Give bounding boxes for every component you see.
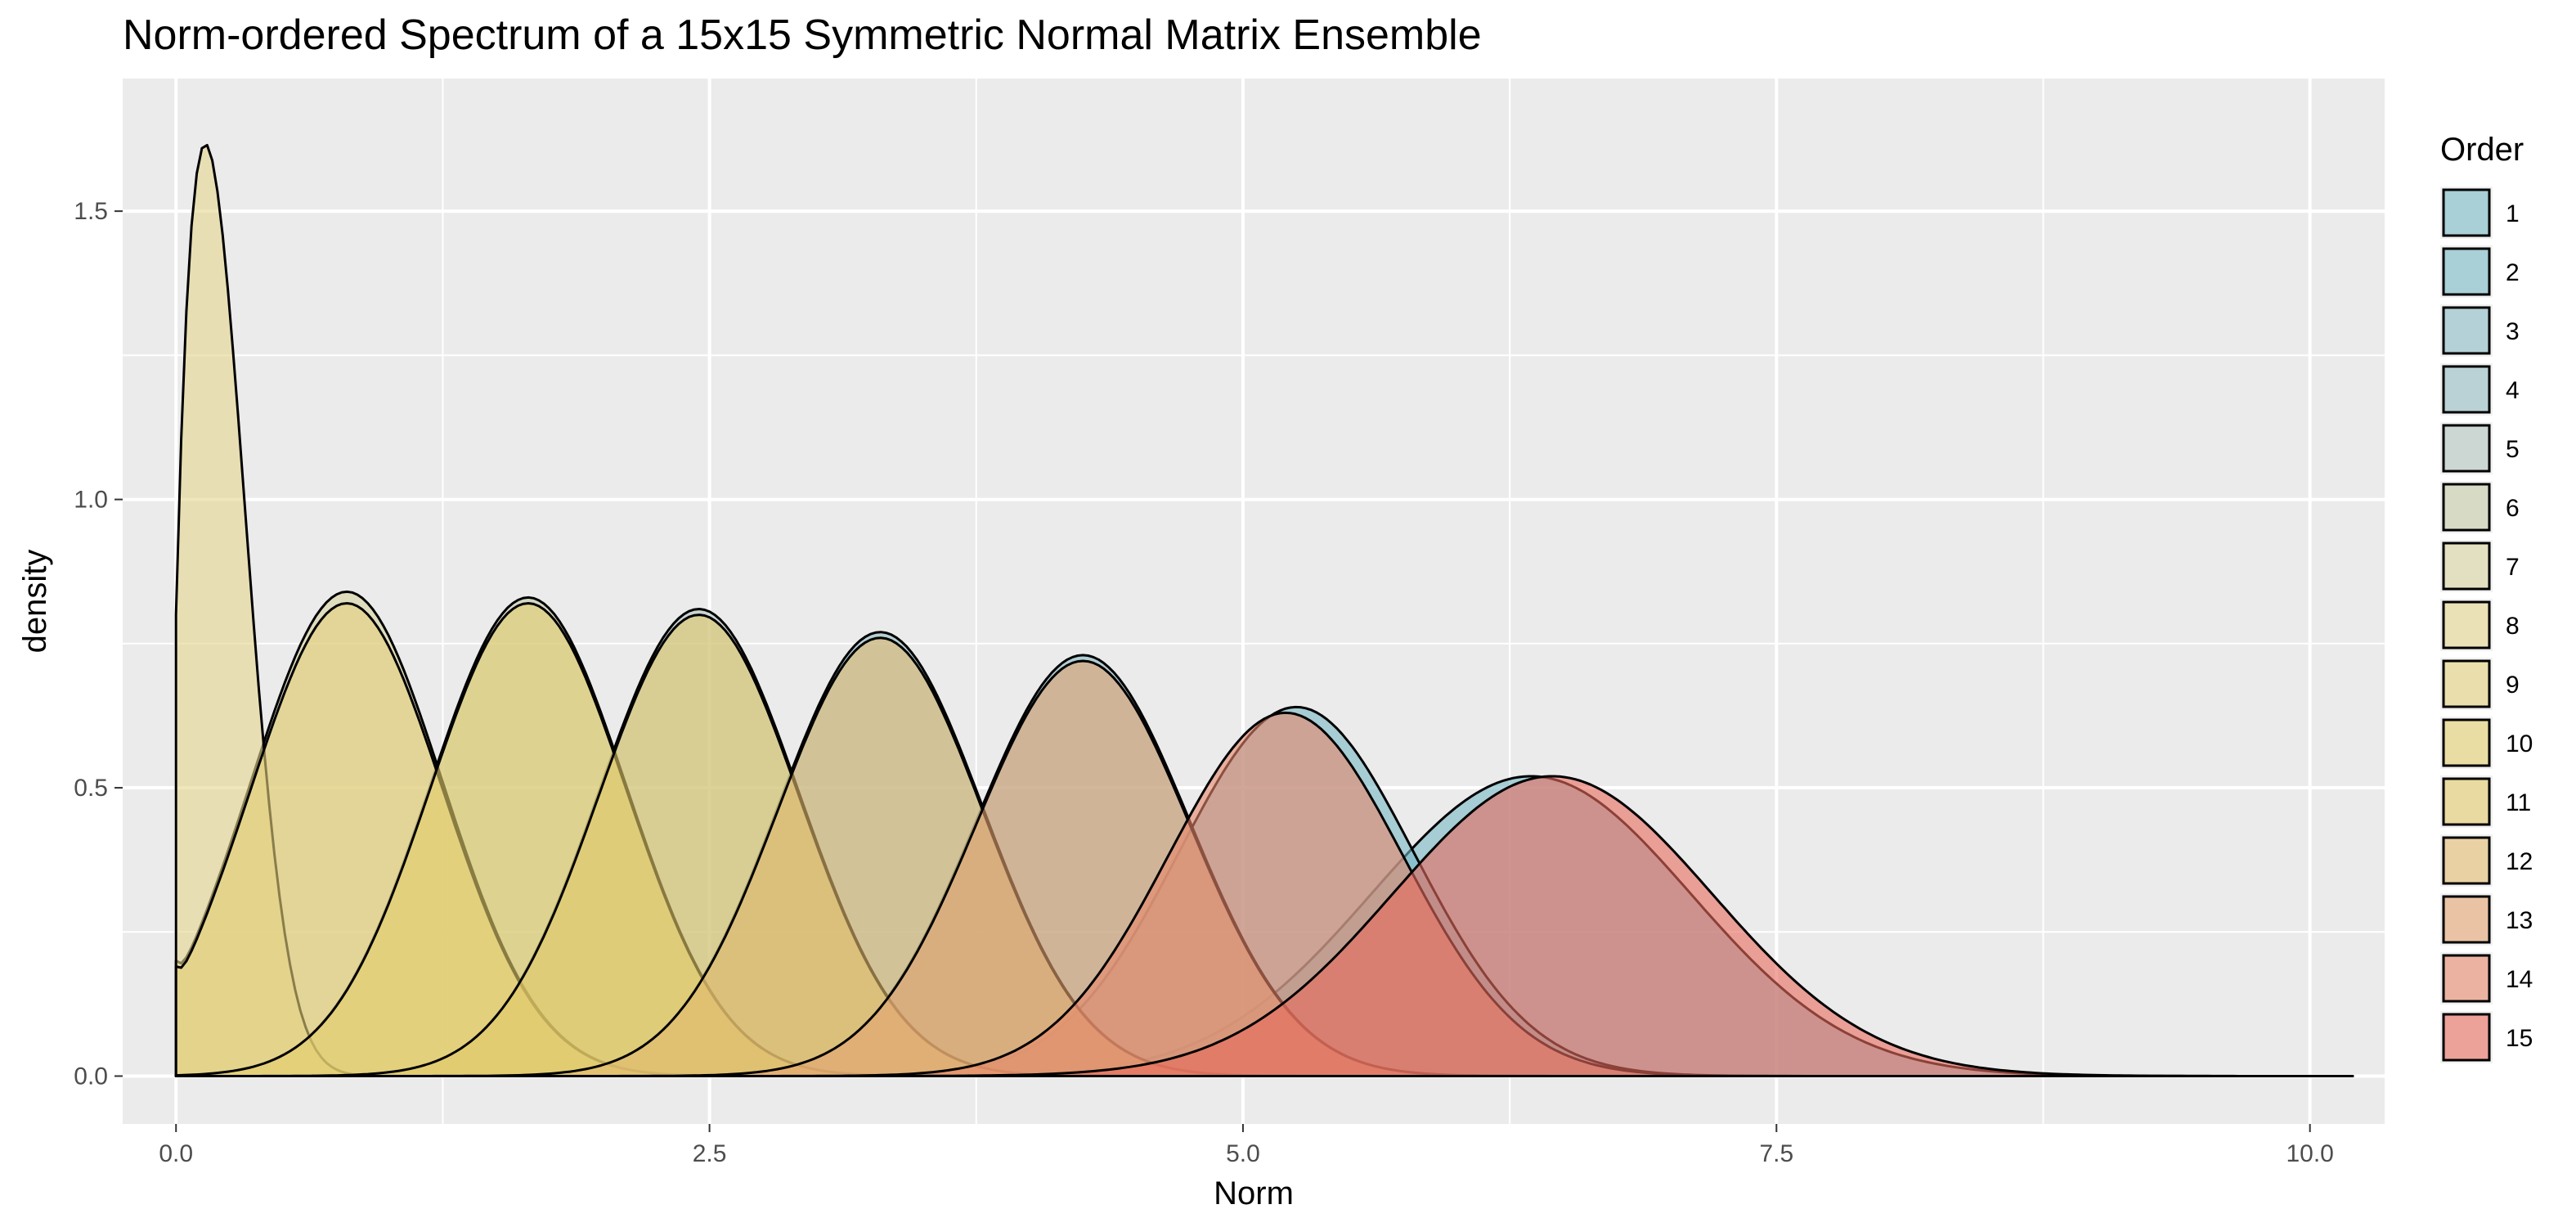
density-area-order-15 <box>174 775 2354 1077</box>
legend-swatch <box>2442 365 2491 414</box>
legend-item: 15 <box>2440 1011 2533 1063</box>
legend-swatch <box>2442 895 2491 944</box>
legend-label: 12 <box>2506 848 2533 875</box>
legend-label: 1 <box>2506 200 2520 227</box>
legend-label: 7 <box>2506 554 2520 581</box>
y-tick-label: 0.5 <box>74 775 108 802</box>
legend-label: 2 <box>2506 259 2520 286</box>
legend-item: 14 <box>2440 952 2533 1005</box>
legend-title: Order <box>2440 132 2524 168</box>
legend-item: 7 <box>2440 540 2520 592</box>
x-tick-label: 5.0 <box>1226 1140 1260 1167</box>
legend-item: 4 <box>2440 363 2520 416</box>
x-tick-label: 0.0 <box>159 1140 193 1167</box>
legend-swatch <box>2442 483 2491 532</box>
y-axis-title: density <box>17 550 53 654</box>
legend-swatch <box>2442 542 2491 591</box>
legend-item: 6 <box>2440 481 2520 533</box>
density-areas <box>174 143 2354 1077</box>
legend-item: 2 <box>2440 245 2520 298</box>
legend-label: 8 <box>2506 613 2520 640</box>
legend-label: 3 <box>2506 318 2520 345</box>
legend-swatch <box>2442 1013 2491 1062</box>
legend-label: 15 <box>2506 1025 2533 1052</box>
legend-swatch <box>2442 306 2491 355</box>
legend-item: 8 <box>2440 599 2520 651</box>
x-tick-label: 7.5 <box>1759 1140 1793 1167</box>
legend-label: 13 <box>2506 907 2533 934</box>
y-axis: 0.0 0.5 1.0 1.5 <box>74 198 123 1090</box>
chart-title: Norm-ordered Spectrum of a 15x15 Symmetr… <box>123 11 1482 59</box>
x-axis-title: Norm <box>1214 1175 1294 1211</box>
legend-label: 10 <box>2506 730 2533 757</box>
legend-item: 11 <box>2440 775 2531 828</box>
y-tick-label: 1.5 <box>74 198 108 225</box>
minor-gridlines <box>123 79 2385 1124</box>
legend-swatch <box>2442 777 2491 826</box>
legend-label: 4 <box>2506 377 2520 404</box>
legend-item: 10 <box>2440 717 2533 769</box>
legend-label: 9 <box>2506 672 2520 699</box>
legend-label: 6 <box>2506 495 2520 522</box>
legend-swatch <box>2442 954 2491 1003</box>
x-axis: 0.0 2.5 5.0 7.5 10.0 <box>159 1124 2334 1167</box>
legend-item: 5 <box>2440 422 2520 474</box>
legend-item: 1 <box>2440 187 2520 239</box>
legend-item: 12 <box>2440 834 2533 887</box>
x-tick-label: 10.0 <box>2286 1140 2333 1167</box>
y-tick-label: 0.0 <box>74 1063 108 1090</box>
legend-swatch <box>2442 836 2491 885</box>
legend-label: 14 <box>2506 966 2533 993</box>
legend-label: 11 <box>2506 789 2531 816</box>
legend-item: 13 <box>2440 893 2533 946</box>
legend-swatch <box>2442 659 2491 708</box>
legend-swatch <box>2442 424 2491 473</box>
legend-item: 9 <box>2440 658 2520 710</box>
legend-item: 3 <box>2440 304 2520 357</box>
legend-swatch <box>2442 188 2491 237</box>
legend-swatch <box>2442 600 2491 649</box>
y-tick-label: 1.0 <box>74 487 108 514</box>
legend-swatch <box>2442 247 2491 296</box>
x-tick-label: 2.5 <box>693 1140 727 1167</box>
legend-swatch <box>2442 718 2491 767</box>
legend-label: 5 <box>2506 436 2520 463</box>
